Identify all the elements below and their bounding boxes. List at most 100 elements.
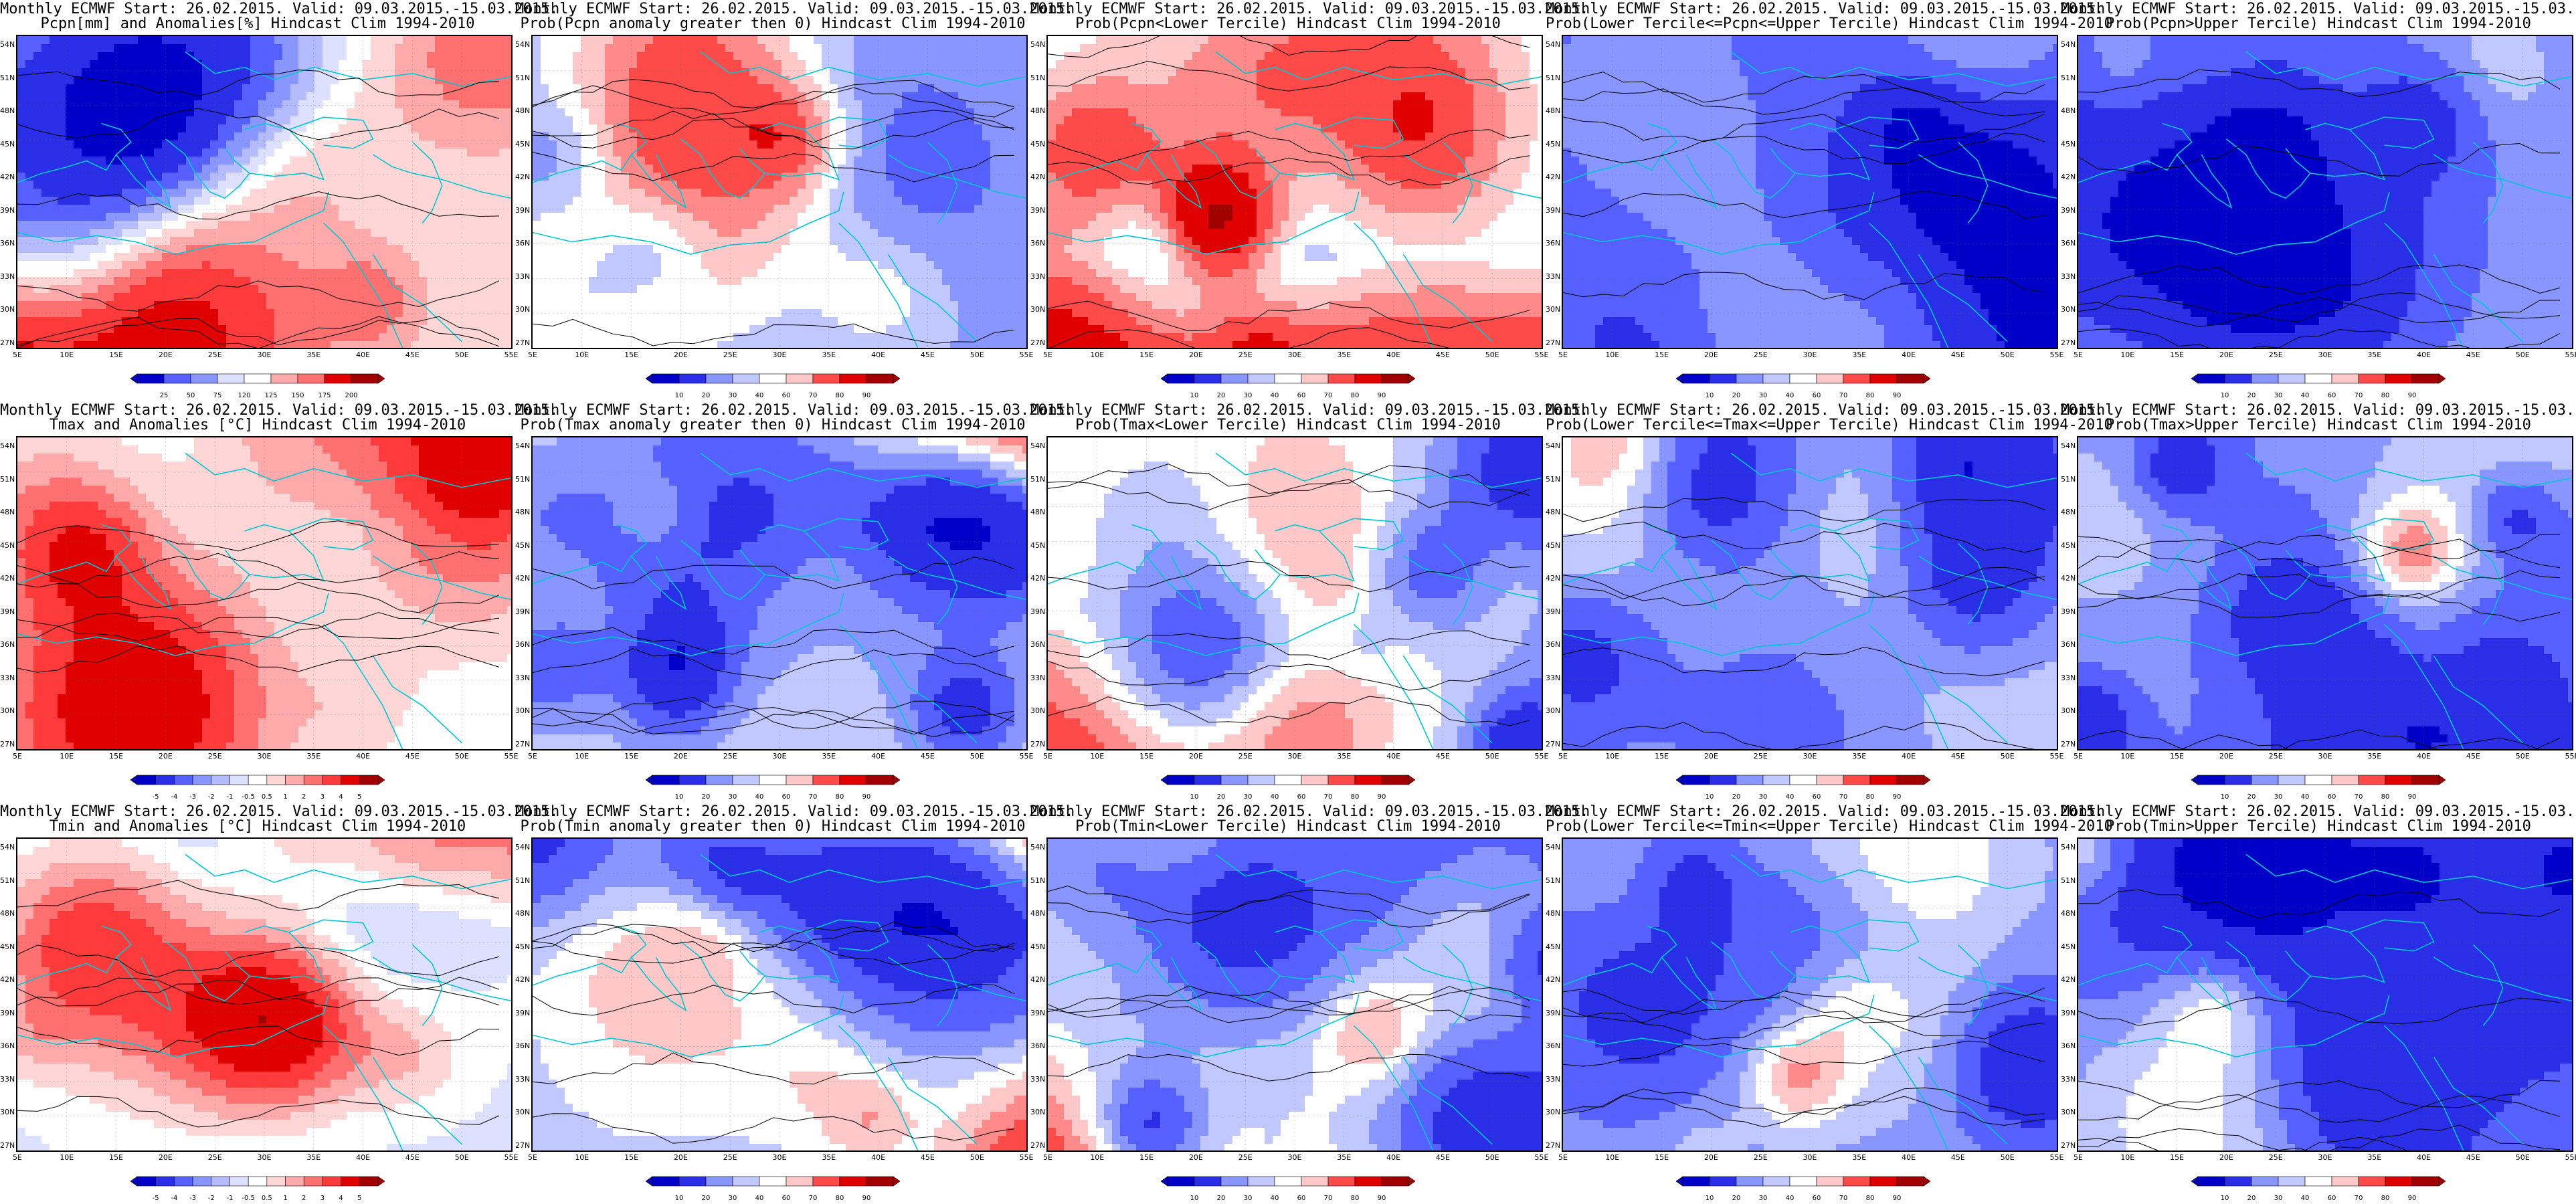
colorbar-tick-label: 10: [1696, 1195, 1723, 1202]
colorbar-tick-label: 10: [1696, 793, 1723, 801]
longitude-label: 30E: [251, 752, 278, 761]
latitude-label: 33N: [1546, 1075, 1560, 1084]
colorbar-tick-label: 10: [2211, 392, 2238, 399]
latitude-label: 30N: [515, 1108, 530, 1116]
longitude-label: 30E: [251, 350, 278, 359]
colorbar-tick-label: 20: [2238, 392, 2265, 399]
colorbar-tick-label: 90: [853, 392, 880, 399]
latitude-label: 33N: [515, 674, 530, 682]
longitude-label: 15E: [103, 1153, 130, 1162]
latitude-label: 36N: [1546, 640, 1560, 649]
latitude-label: 48N: [1546, 909, 1560, 918]
coastlines: [17, 854, 511, 1150]
latitude-label: 45N: [0, 541, 15, 550]
longitude-label: 50E: [1994, 1153, 2021, 1162]
longitude-label: 55E: [2559, 1153, 2576, 1162]
longitude-label: 5E: [2065, 350, 2092, 359]
longitude-label: 35E: [816, 350, 842, 359]
colorbar-tick-label: 90: [853, 1195, 880, 1202]
longitude-label: 50E: [963, 1153, 990, 1162]
longitude-label: 30E: [1797, 1153, 1823, 1162]
longitude-label: 25E: [1747, 350, 1774, 359]
longitude-label: 55E: [498, 752, 525, 761]
panel-title: Prob(Tmax anomaly greater then 0) Hindca…: [515, 417, 1030, 433]
panel-title: Prob(Tmin anomaly greater then 0) Hindca…: [515, 819, 1030, 835]
longitude-label: 15E: [1649, 1153, 1675, 1162]
shaded-field: [533, 36, 1026, 348]
longitude-label: 45E: [399, 1153, 426, 1162]
longitude-label: 55E: [2559, 752, 2576, 761]
panel-header-line: Monthly ECMWF Start: 26.02.2015. Valid: …: [2061, 403, 2576, 419]
map-plot: [1046, 436, 1543, 750]
map-svg: [533, 36, 1026, 348]
colorbar-tick-label: 90: [1883, 793, 1910, 801]
longitude-label: 50E: [1479, 350, 1505, 359]
colorbar-tick-label: -3: [179, 1195, 206, 1202]
colorbar-tick-label: 30: [1750, 793, 1776, 801]
panel-header-line: Monthly ECMWF Start: 26.02.2015. Valid: …: [0, 804, 558, 820]
longitude-label: 10E: [569, 350, 595, 359]
longitude-label: 30E: [1281, 1153, 1308, 1162]
longitude-label: 55E: [2559, 350, 2576, 359]
longitude-label: 40E: [865, 350, 892, 359]
longitude-label: 45E: [914, 350, 941, 359]
latitude-label: 33N: [1030, 272, 1045, 281]
contour-lines: [1048, 885, 1530, 1082]
latitude-label: 39N: [0, 1009, 15, 1017]
longitude-label: 35E: [300, 752, 327, 761]
longitude-label: 40E: [2411, 752, 2437, 761]
map-svg: [17, 839, 511, 1150]
colorbar-tick-label: 80: [1857, 793, 1883, 801]
longitude-label: 30E: [2312, 350, 2338, 359]
latitude-label: 45N: [515, 140, 530, 148]
shaded-field: [17, 839, 511, 1150]
latitude-label: 36N: [515, 1041, 530, 1050]
latitude-label: 45N: [1546, 140, 1560, 148]
latitude-label: 30N: [1546, 1108, 1560, 1116]
colorbar-tick-label: 30: [2265, 392, 2292, 399]
colorbar-tick-label: 10: [1696, 392, 1723, 399]
latitude-label: 54N: [0, 843, 15, 851]
latitude-label: 54N: [0, 40, 15, 49]
longitude-label: 10E: [1599, 752, 1626, 761]
panel-header-line: Monthly ECMWF Start: 26.02.2015. Valid: …: [515, 1, 1073, 17]
colorbar-tick-label: 40: [1776, 392, 1803, 399]
longitude-label: 45E: [914, 752, 941, 761]
colorbar-tick-label: 70: [1830, 392, 1857, 399]
latitude-label: 48N: [0, 909, 15, 918]
longitude-label: 50E: [2509, 752, 2536, 761]
latitude-label: 39N: [0, 206, 15, 215]
colorbar-tick-label: 120: [231, 392, 258, 399]
latitude-label: 54N: [1546, 40, 1560, 49]
longitude-label: 20E: [2213, 350, 2239, 359]
latitude-label: 42N: [2061, 173, 2076, 181]
panel-header-line: Monthly ECMWF Start: 26.02.2015. Valid: …: [0, 403, 558, 419]
coastlines: [1048, 452, 1542, 749]
coastlines: [533, 452, 1026, 749]
colorbar-tick-label: 80: [2372, 793, 2399, 801]
longitude-label: 25E: [1232, 752, 1259, 761]
colorbar-tick-label: 70: [1830, 1195, 1857, 1202]
colorbar-tick-label: 80: [826, 392, 853, 399]
contour-lines: [1563, 72, 2045, 300]
longitude-label: 40E: [350, 1153, 377, 1162]
shaded-field: [1048, 839, 1542, 1150]
longitude-label: 35E: [1846, 350, 1873, 359]
latitude-label: 45N: [1546, 541, 1560, 550]
colorbar-tick-label: -2: [198, 1195, 225, 1202]
latitude-label: 33N: [1546, 674, 1560, 682]
colorbar-tick-label: 75: [204, 392, 231, 399]
colorbar-tick-label: 40: [746, 392, 773, 399]
colorbar-tick-label: 90: [1368, 392, 1395, 399]
panel-title: Prob(Tmin>Upper Tercile) Hindcast Clim 1…: [2061, 819, 2576, 835]
latitude-label: 42N: [515, 975, 530, 984]
longitude-label: 20E: [667, 1153, 694, 1162]
longitude-label: 30E: [1797, 752, 1823, 761]
latitude-label: 33N: [0, 272, 15, 281]
longitude-label: 10E: [1599, 350, 1626, 359]
longitude-label: 10E: [1084, 1153, 1111, 1162]
latitude-label: 51N: [1546, 876, 1560, 885]
longitude-label: 10E: [2114, 1153, 2141, 1162]
map-plot: [1562, 436, 2058, 750]
